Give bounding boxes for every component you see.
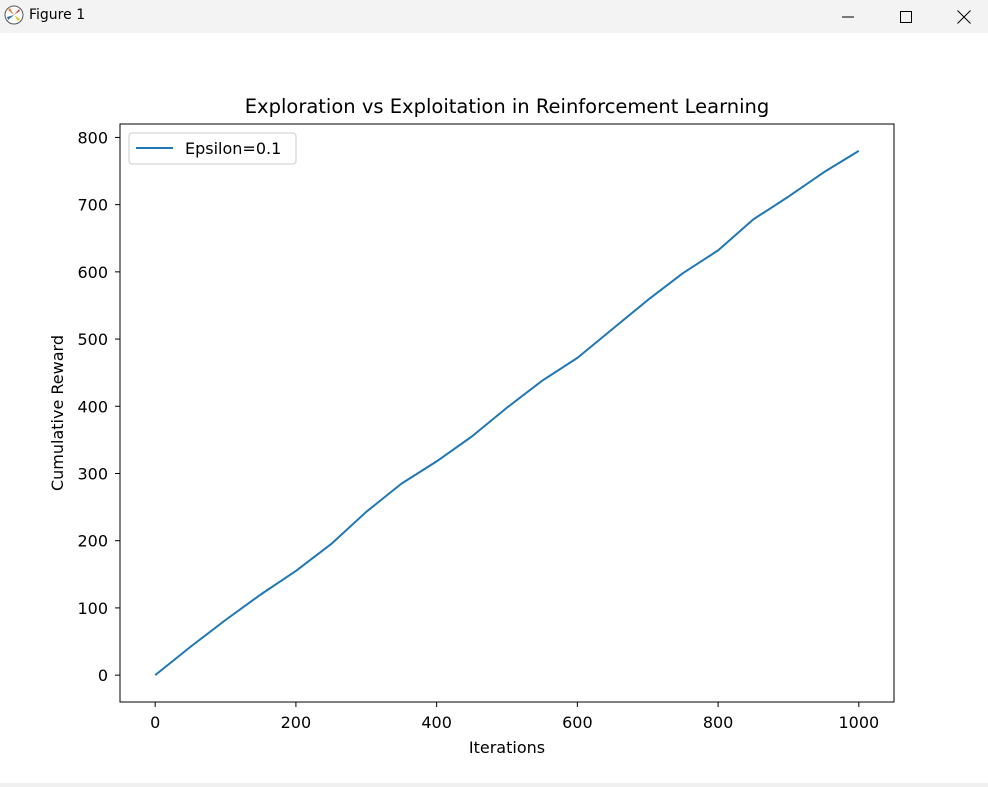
y-tick-label: 500 — [77, 330, 108, 349]
legend-label-epsilon: Epsilon=0.1 — [185, 139, 281, 158]
y-tick-label: 0 — [98, 666, 108, 685]
legend: Epsilon=0.1 — [128, 132, 297, 165]
x-tick-label: 1000 — [838, 713, 879, 732]
maximize-button[interactable] — [877, 0, 935, 33]
x-tick-label: 800 — [703, 713, 734, 732]
legend-box — [128, 132, 297, 165]
y-tick-label: 700 — [77, 196, 108, 215]
close-button[interactable] — [935, 0, 988, 33]
y-tick-label: 200 — [77, 532, 108, 551]
y-tick-label: 400 — [77, 397, 108, 416]
x-axis-label: Iterations — [469, 738, 545, 757]
x-tick-label: 200 — [281, 713, 312, 732]
axes-frame — [119, 123, 895, 703]
y-tick-label: 300 — [77, 464, 108, 483]
x-tick-label: 400 — [421, 713, 452, 732]
close-icon — [957, 9, 971, 24]
minimize-button[interactable] — [819, 0, 877, 33]
matplotlib-icon — [4, 5, 24, 25]
y-tick-label: 800 — [77, 128, 108, 147]
y-tick-label: 100 — [77, 599, 108, 618]
x-tick-label: 600 — [562, 713, 593, 732]
window-titlebar: Figure 1 — [0, 0, 988, 33]
y-tick-label: 600 — [77, 263, 108, 282]
maximize-icon — [900, 10, 912, 23]
plot-area — [154, 150, 860, 676]
y-axis-label: Cumulative Reward — [48, 335, 67, 491]
chart-canvas: Exploration vs Exploitation in Reinforce… — [48, 95, 895, 757]
window-title: Figure 1 — [29, 7, 86, 23]
x-tick-label: 0 — [150, 713, 160, 732]
window-bottom-edge — [0, 783, 988, 787]
x-axis: 0 200 400 600 800 1000 — [150, 702, 879, 732]
chart-title: Exploration vs Exploitation in Reinforce… — [245, 95, 770, 118]
y-axis: 0 100 200 300 400 500 600 700 800 — [77, 128, 120, 685]
minimize-icon — [842, 16, 854, 17]
series-line-epsilon — [154, 150, 860, 676]
